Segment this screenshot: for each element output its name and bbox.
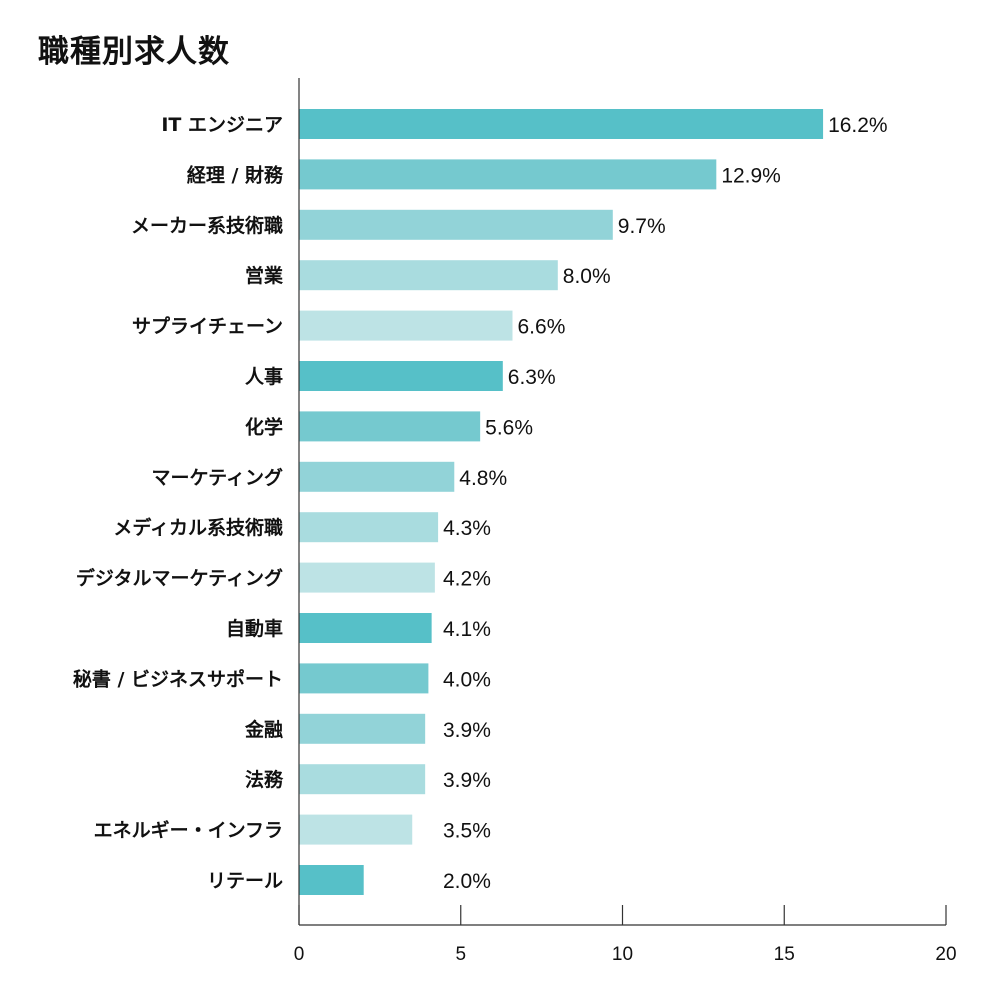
category-label: メディカル系技術職	[113, 516, 283, 539]
value-label: 4.3%	[443, 517, 491, 540]
chart-title: 職種別求人数	[38, 34, 230, 70]
bar	[299, 713, 426, 744]
category-label: メーカー系技術職	[131, 214, 283, 237]
bar	[299, 310, 513, 341]
axes: 0 5 10 15 20	[294, 78, 957, 965]
bar	[299, 512, 439, 543]
x-tick-label: 5	[455, 944, 466, 965]
value-label: 6.3%	[508, 366, 556, 389]
category-label: 化学	[245, 415, 283, 438]
value-label: 2.0%	[443, 870, 491, 893]
category-label: マーケティング	[152, 466, 283, 489]
bar	[299, 361, 503, 391]
category-label: サプライチェーン	[132, 315, 283, 338]
category-label: 法務	[245, 768, 284, 791]
bar	[299, 411, 481, 442]
value-label: 4.1%	[443, 618, 491, 641]
category-label: 自動車	[226, 617, 283, 640]
bar	[299, 814, 413, 845]
x-tick-label: 20	[935, 944, 956, 965]
value-label: 3.9%	[443, 719, 491, 742]
bar	[299, 613, 432, 643]
value-label: 3.5%	[443, 820, 491, 843]
bar	[299, 461, 455, 492]
value-label: 5.6%	[485, 416, 533, 439]
x-tick-label: 15	[774, 944, 795, 965]
category-label: 秘書 / ビジネスサポート	[73, 667, 283, 690]
category-label: 経理 / 財務	[187, 163, 284, 186]
category-label: エネルギー・インフラ	[94, 820, 283, 842]
bar	[299, 562, 435, 593]
x-tick-label: 10	[612, 944, 633, 965]
value-label: 4.0%	[443, 668, 491, 691]
x-tick-label: 0	[294, 944, 305, 965]
category-label: デジタルマーケティング	[76, 567, 283, 590]
bar	[299, 663, 429, 694]
value-label: 4.8%	[459, 467, 507, 490]
bar	[299, 109, 824, 139]
value-label: 4.2%	[443, 568, 491, 591]
category-label: 営業	[245, 264, 284, 287]
bar	[299, 865, 364, 895]
value-label: 3.9%	[443, 769, 491, 792]
value-labels: 16.2% 12.9% 9.7% 8.0% 6.6% 6.3% 5.6% 4.8% 4.3% 4.…	[443, 114, 888, 893]
bar	[299, 260, 558, 291]
value-label: 12.9%	[721, 164, 781, 187]
bar	[299, 159, 717, 190]
value-label: 16.2%	[828, 114, 888, 137]
value-label: 8.0%	[563, 265, 611, 288]
bars-group	[299, 109, 824, 895]
value-label: 9.7%	[618, 215, 666, 238]
value-label: 6.6%	[518, 316, 566, 339]
category-label: IT エンジニア	[161, 114, 283, 136]
bar	[299, 209, 613, 240]
category-label: 人事	[245, 365, 283, 388]
bar	[299, 764, 426, 795]
category-label: 金融	[244, 718, 283, 741]
category-label: リテール	[207, 870, 283, 892]
